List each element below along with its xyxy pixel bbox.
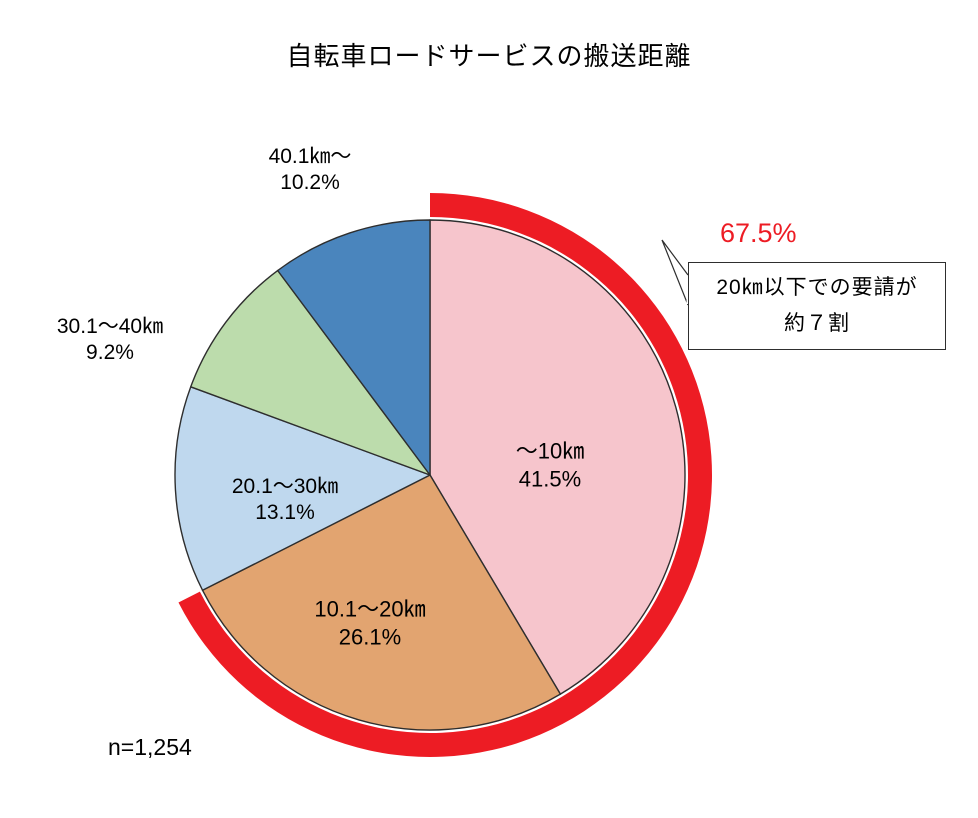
callout-pointer	[662, 240, 688, 305]
callout-line2: 約７割	[689, 306, 945, 342]
slice-label-range: 10.1～20㎞	[314, 596, 425, 624]
chart-stage: 自転車ロードサービスの搬送距離 67.5% 20㎞以下での要請が 約７割 n=1…	[0, 0, 978, 818]
slice-label-pct: 26.1%	[314, 623, 425, 651]
slice-label-range: ～10㎞	[516, 438, 584, 466]
slice-label-pct: 9.2%	[57, 340, 163, 366]
callout-box: 20㎞以下での要請が 約７割	[688, 262, 946, 350]
slice-label-pct: 13.1%	[232, 500, 338, 526]
sample-size-label: n=1,254	[108, 734, 192, 761]
slice-label-pct: 41.5%	[516, 465, 584, 493]
slice-label-s1: ～10㎞41.5%	[516, 438, 584, 493]
slice-label-s4: 30.1～40㎞9.2%	[57, 314, 163, 367]
slice-label-s2: 10.1～20㎞26.1%	[314, 596, 425, 651]
slice-label-s5: 40.1㎞～10.2%	[269, 144, 352, 197]
callout-line1: 20㎞以下での要請が	[689, 270, 945, 306]
highlight-percentage: 67.5%	[720, 218, 797, 249]
slice-label-range: 30.1～40㎞	[57, 314, 163, 340]
slice-label-range: 20.1～30㎞	[232, 474, 338, 500]
slice-label-pct: 10.2%	[269, 170, 352, 196]
slice-label-s3: 20.1～30㎞13.1%	[232, 474, 338, 527]
pie-svg	[0, 0, 978, 818]
slice-label-range: 40.1㎞～	[269, 144, 352, 170]
